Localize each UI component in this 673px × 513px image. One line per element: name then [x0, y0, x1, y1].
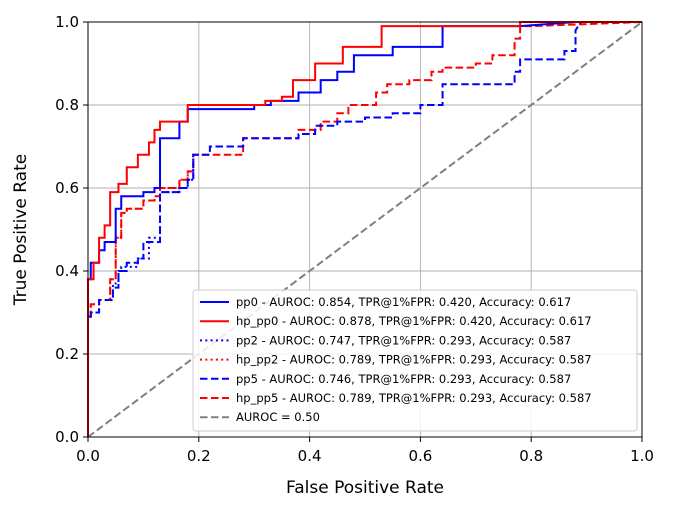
y-tick-label: 0.6 — [55, 179, 79, 197]
plot-area-frame — [87, 21, 643, 438]
x-tick-label: 0.8 — [519, 447, 543, 465]
y-axis-label: True Positive Rate — [11, 154, 31, 306]
legend-entry-label: pp0 - AUROC: 0.854, TPR@1%FPR: 0.420, Ac… — [236, 295, 571, 309]
y-tick-label: 1.0 — [55, 13, 79, 31]
y-tick-label: 0.0 — [55, 428, 79, 446]
axis-ticks: 0.0 0.2 0.4 0.6 0.8 1.0 0.0 0.2 0.4 0.6 0.8 1.0 — [55, 13, 654, 465]
x-tick-label: 0.2 — [187, 447, 211, 465]
series-line-hp_pp0 — [87, 21, 642, 437]
series-line-AUROC — [87, 21, 643, 438]
x-axis-label: False Positive Rate — [286, 478, 444, 498]
legend-box — [192, 289, 638, 432]
x-tick-label: 1.0 — [630, 447, 654, 465]
y-tick-label: 0.8 — [55, 96, 79, 114]
legend-entry-label: AUROC = 0.50 — [236, 410, 320, 424]
x-tick-label: 0.6 — [408, 447, 432, 465]
y-tick-label: 0.2 — [55, 345, 79, 363]
legend-entry-label: hp_pp0 - AUROC: 0.878, TPR@1%FPR: 0.420,… — [236, 314, 592, 328]
legend-entry-label: pp2 - AUROC: 0.747, TPR@1%FPR: 0.293, Ac… — [236, 333, 571, 347]
x-tick-label: 0.4 — [298, 447, 322, 465]
y-tick-label: 0.4 — [55, 262, 79, 280]
legend-entry-label: hp_pp2 - AUROC: 0.789, TPR@1%FPR: 0.293,… — [236, 353, 592, 367]
series-layer — [87, 21, 643, 438]
legend-entry-label: hp_pp5 - AUROC: 0.789, TPR@1%FPR: 0.293,… — [236, 391, 592, 405]
x-tick-label: 0.0 — [76, 447, 100, 465]
legend-entry-label: pp5 - AUROC: 0.746, TPR@1%FPR: 0.293, Ac… — [236, 372, 571, 386]
legend: pp0 - AUROC: 0.854, TPR@1%FPR: 0.420, Ac… — [192, 289, 638, 432]
